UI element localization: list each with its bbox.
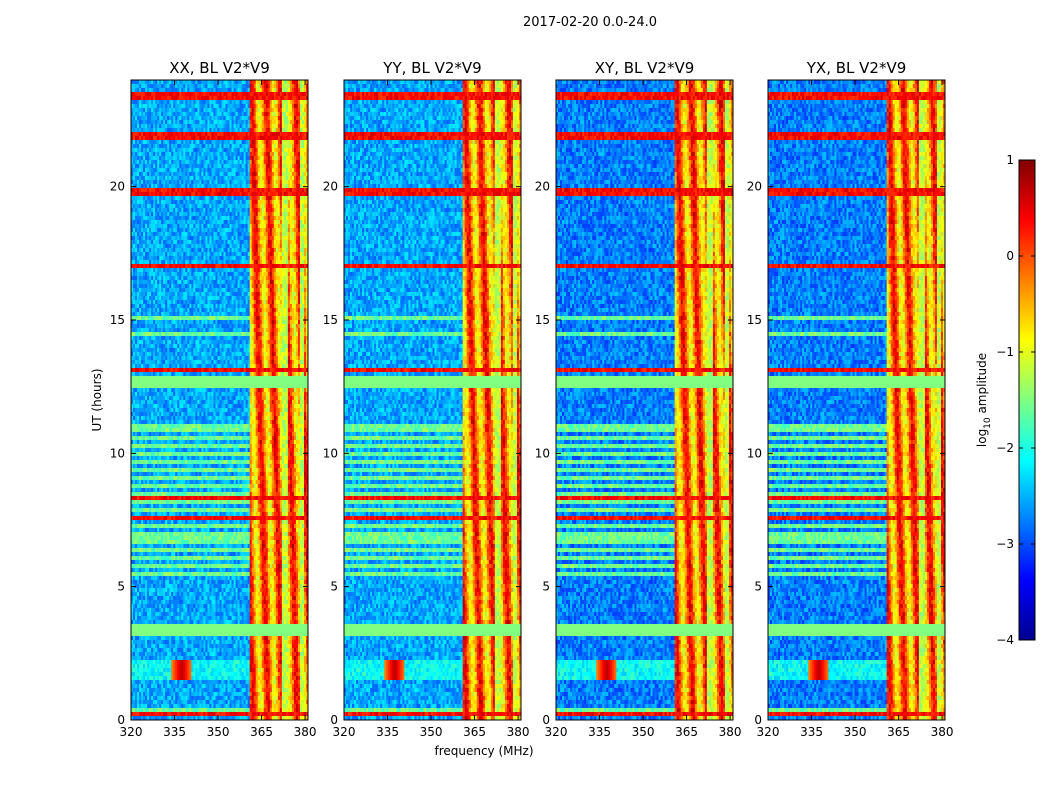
heatmap-image — [556, 80, 733, 720]
x-tick-label: 380 — [507, 725, 530, 739]
plot-frame — [343, 79, 522, 721]
heatmap-image — [131, 80, 308, 720]
y-tick-label: 20 — [535, 180, 550, 194]
panel-title: XX, BL V2*V9 — [169, 59, 270, 77]
x-tick-label: 320 — [120, 725, 143, 739]
colorbar-tick-label: −2 — [996, 441, 1014, 455]
plot-frame — [767, 79, 946, 721]
colorbar-tick-label: −1 — [996, 345, 1014, 359]
x-tick-label: 365 — [887, 725, 910, 739]
colorbar-tick-label: 1 — [1006, 153, 1014, 167]
x-tick-label: 380 — [294, 725, 317, 739]
figure-suptitle: 2017-02-20 0.0-24.0 — [523, 15, 657, 30]
x-tick-label: 320 — [757, 725, 780, 739]
panel-yy: YY, BL V2*V9 320 335 350 365 380 0 5 10 15 20 — [323, 59, 530, 739]
x-tick-label: 350 — [844, 725, 867, 739]
y-tick-label: 15 — [535, 313, 550, 327]
y-tick-label: 15 — [747, 313, 762, 327]
x-tick-label: 350 — [207, 725, 230, 739]
y-tick-label: 0 — [542, 713, 550, 727]
heatmap-image — [768, 80, 945, 720]
y-tick-label: 5 — [330, 580, 338, 594]
y-tick-label: 15 — [110, 313, 125, 327]
panel-title: YY, BL V2*V9 — [382, 59, 481, 77]
y-tick-label: 10 — [747, 446, 762, 460]
x-tick-label: 320 — [333, 725, 356, 739]
colorbar: 1 0 −1 −2 −3 −4 log10 amplitude — [975, 153, 1036, 647]
x-tick-label: 350 — [420, 725, 443, 739]
x-tick-label: 365 — [463, 725, 486, 739]
x-tick-label: 335 — [800, 725, 823, 739]
colorbar-tick-label: 0 — [1006, 249, 1014, 263]
x-tick-label: 335 — [163, 725, 186, 739]
panel-yx: YX, BL V2*V9 320 335 350 365 380 0 5 10 15 20 — [747, 59, 954, 739]
y-tick-label: 15 — [323, 313, 338, 327]
x-tick-label: 365 — [675, 725, 698, 739]
panel-title: XY, BL V2*V9 — [595, 59, 695, 77]
plot-frame — [555, 79, 734, 721]
y-tick-label: 20 — [323, 180, 338, 194]
y-tick-label: 0 — [330, 713, 338, 727]
y-tick-label: 5 — [117, 580, 125, 594]
y-tick-label: 5 — [542, 580, 550, 594]
plot-frame — [130, 79, 309, 721]
x-tick-label: 350 — [632, 725, 655, 739]
colorbar-tick-label: −4 — [996, 633, 1014, 647]
y-tick-label: 5 — [754, 580, 762, 594]
x-tick-label: 335 — [376, 725, 399, 739]
panel-xx: XX, BL V2*V9 320 335 350 365 380 0 5 10 15 20 — [110, 59, 317, 739]
y-tick-label: 0 — [754, 713, 762, 727]
y-axis-label: UT (hours) — [90, 368, 104, 431]
colorbar-gradient — [1018, 159, 1036, 641]
colorbar-label: log10 amplitude — [975, 353, 993, 447]
x-axis-label: frequency (MHz) — [434, 744, 533, 758]
y-tick-label: 10 — [110, 446, 125, 460]
panel-xy: XY, BL V2*V9 320 335 350 365 380 0 5 10 15 20 — [535, 59, 742, 739]
y-tick-label: 20 — [110, 180, 125, 194]
panel-title: YX, BL V2*V9 — [806, 59, 907, 77]
y-tick-label: 0 — [117, 713, 125, 727]
y-tick-label: 20 — [747, 180, 762, 194]
x-tick-label: 380 — [719, 725, 742, 739]
x-tick-label: 335 — [588, 725, 611, 739]
y-tick-label: 10 — [535, 446, 550, 460]
heatmap-image — [344, 80, 521, 720]
colorbar-ticks: 1 0 −1 −2 −3 −4 — [996, 153, 1035, 647]
x-tick-label: 320 — [545, 725, 568, 739]
x-tick-label: 365 — [250, 725, 273, 739]
y-tick-label: 10 — [323, 446, 338, 460]
colorbar-tick-label: −3 — [996, 537, 1014, 551]
x-tick-label: 380 — [931, 725, 954, 739]
